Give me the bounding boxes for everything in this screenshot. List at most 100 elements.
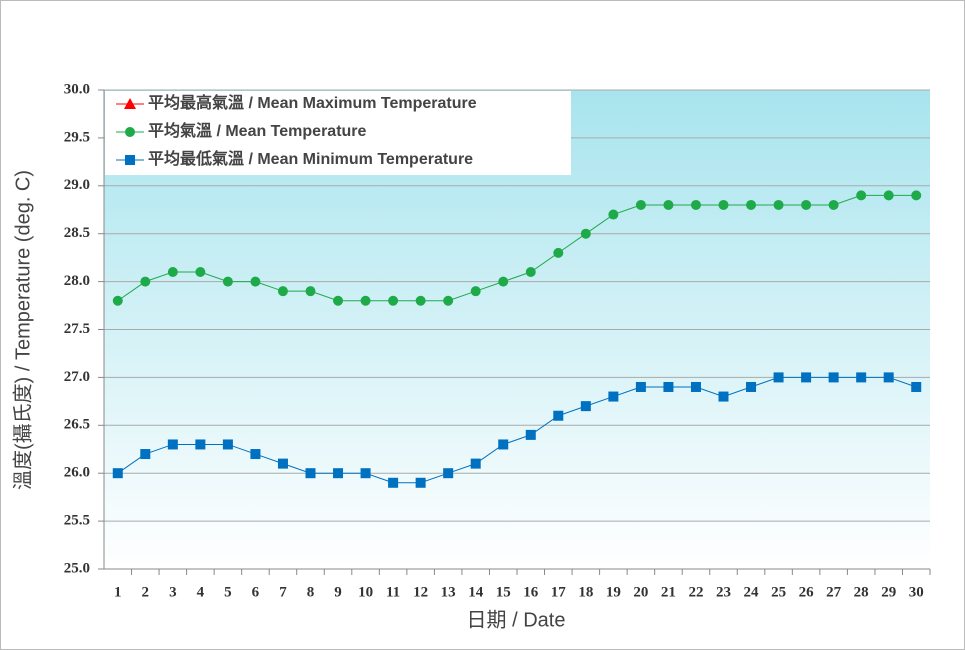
marker — [801, 199, 812, 210]
x-tick-label: 17 — [551, 584, 567, 600]
x-tick-label: 20 — [633, 584, 648, 600]
marker — [525, 267, 536, 278]
x-tick-label: 12 — [413, 584, 428, 600]
marker — [415, 477, 426, 488]
x-tick-label: 27 — [826, 584, 842, 600]
y-tick-label: 29.5 — [64, 129, 90, 145]
marker — [580, 401, 591, 412]
marker — [195, 439, 206, 450]
legend-label: 平均最高氣溫 / Mean Maximum Temperature — [148, 93, 477, 112]
marker — [140, 276, 151, 287]
y-tick-label: 28.0 — [64, 273, 90, 289]
marker — [167, 439, 178, 450]
y-tick-label: 25.5 — [64, 513, 90, 529]
x-tick-label: 8 — [307, 584, 315, 600]
x-tick-label: 18 — [578, 584, 593, 600]
legend-label: 平均最低氣溫 / Mean Minimum Temperature — [148, 149, 473, 168]
x-tick-label: 21 — [661, 584, 676, 600]
x-tick-label: 10 — [358, 584, 373, 600]
x-tick-label: 28 — [854, 584, 869, 600]
marker — [222, 276, 233, 287]
x-tick-label: 30 — [909, 584, 924, 600]
marker — [553, 247, 564, 258]
x-axis-label: 日期 / Date — [467, 609, 566, 631]
marker — [690, 381, 701, 392]
x-tick-label: 11 — [386, 584, 400, 600]
marker — [635, 381, 646, 392]
legend-label: 平均氣溫 / Mean Temperature — [148, 121, 367, 140]
marker — [443, 468, 454, 479]
marker — [222, 439, 233, 450]
x-tick-label: 3 — [169, 584, 177, 600]
x-tick-label: 24 — [744, 584, 760, 600]
marker — [911, 190, 922, 201]
x-tick-label: 9 — [334, 584, 342, 600]
marker — [498, 276, 509, 287]
y-tick-label: 28.5 — [64, 225, 90, 241]
x-tick-label: 16 — [523, 584, 539, 600]
marker — [333, 295, 344, 306]
marker — [718, 391, 729, 402]
marker — [690, 199, 701, 210]
marker — [828, 199, 839, 210]
x-tick-label: 6 — [252, 584, 260, 600]
x-tick-label: 2 — [142, 584, 150, 600]
y-tick-label: 29.0 — [64, 177, 90, 193]
marker — [388, 295, 399, 306]
y-tick-label: 27.0 — [64, 369, 90, 385]
marker — [663, 381, 674, 392]
marker — [608, 391, 619, 402]
marker — [140, 449, 151, 460]
marker — [883, 372, 894, 383]
marker — [856, 372, 867, 383]
legend-marker — [124, 98, 136, 109]
marker — [718, 199, 729, 210]
x-tick-label: 7 — [279, 584, 287, 600]
marker — [470, 286, 481, 297]
x-tick-label: 26 — [799, 584, 815, 600]
marker — [112, 468, 123, 479]
x-tick-label: 15 — [496, 584, 511, 600]
x-tick-label: 4 — [197, 584, 205, 600]
legend-box — [105, 91, 571, 175]
marker — [580, 228, 591, 239]
x-tick-label: 13 — [441, 584, 456, 600]
x-tick-label: 23 — [716, 584, 731, 600]
marker — [608, 209, 619, 220]
legend-marker — [125, 155, 135, 165]
y-axis-label: 溫度(攝氏度) / Temperature (deg. C) — [11, 170, 34, 490]
y-tick-label: 26.0 — [64, 465, 90, 481]
marker — [388, 477, 399, 488]
marker — [746, 199, 757, 210]
marker — [635, 199, 646, 210]
x-tick-label: 14 — [468, 584, 484, 600]
marker — [663, 199, 674, 210]
x-tick-label: 29 — [881, 584, 896, 600]
x-tick-label: 5 — [224, 584, 232, 600]
y-tick-label: 27.5 — [64, 321, 90, 337]
marker — [167, 267, 178, 278]
marker — [470, 458, 481, 469]
marker — [195, 267, 206, 278]
marker — [498, 439, 509, 450]
x-tick-label: 22 — [688, 584, 703, 600]
marker — [360, 295, 371, 306]
marker — [553, 410, 564, 421]
marker — [525, 429, 536, 440]
marker — [250, 276, 261, 287]
y-tick-label: 26.5 — [64, 417, 90, 433]
marker — [333, 468, 344, 479]
marker — [883, 190, 894, 201]
y-tick-label: 25.0 — [64, 560, 90, 576]
x-tick-label: 19 — [606, 584, 621, 600]
marker — [112, 295, 123, 306]
x-tick-label: 25 — [771, 584, 786, 600]
legend-marker — [125, 127, 135, 137]
marker — [801, 372, 812, 383]
marker — [828, 372, 839, 383]
y-tick-label: 30.0 — [64, 81, 90, 97]
marker — [360, 468, 371, 479]
marker — [277, 458, 288, 469]
marker — [305, 286, 316, 297]
